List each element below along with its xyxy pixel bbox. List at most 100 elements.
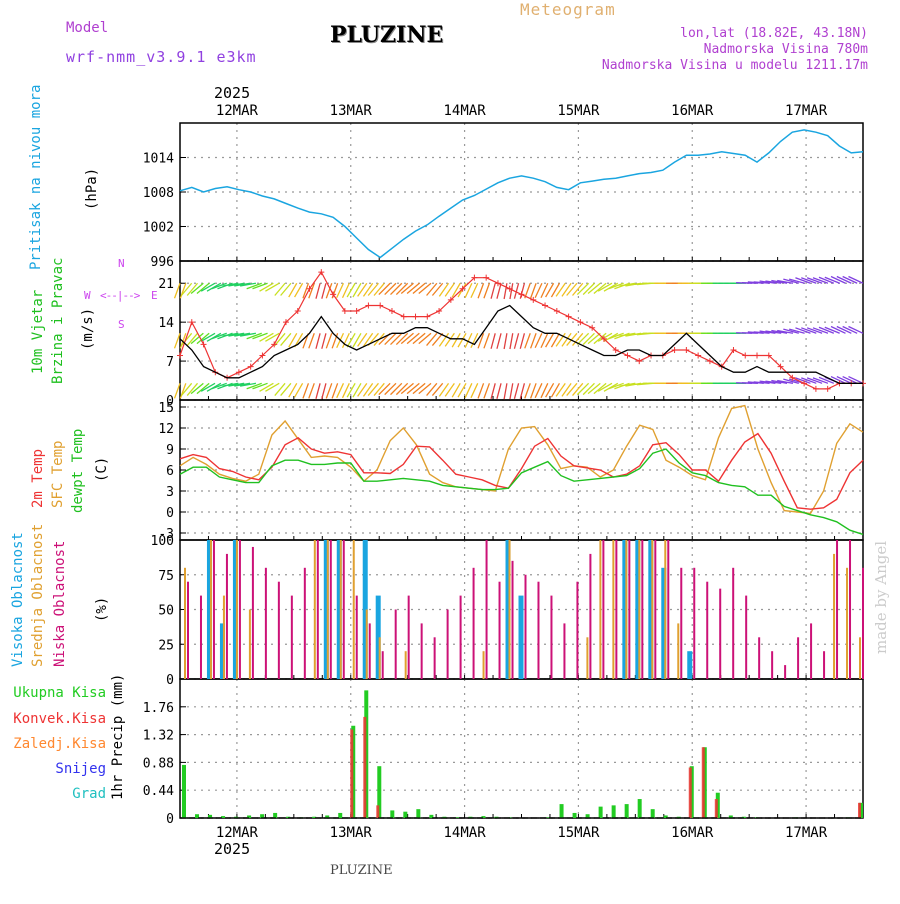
wind-gust-marker: [436, 308, 443, 315]
wind-arrow: [576, 282, 590, 296]
wind-arrow: [294, 282, 304, 298]
model-label: Model: [66, 20, 109, 36]
temp-unit: (C): [94, 456, 110, 482]
conv-precip-bar: [350, 729, 354, 818]
wind-arrow: [252, 332, 268, 340]
wind-arrow: [280, 332, 292, 346]
wind-arrow: [806, 377, 823, 384]
wind-arrow: [346, 332, 356, 348]
wind-arrow: [477, 283, 485, 299]
wind-arrow: [496, 333, 502, 349]
wind-arrow: [608, 382, 624, 390]
wind-arrow: [280, 382, 292, 396]
wind-arrow: [503, 283, 508, 300]
total-precip-bar: [234, 816, 239, 818]
wind-gust-marker: [306, 285, 313, 292]
wind-arrow: [406, 282, 420, 295]
low-cloud-bar: [498, 581, 501, 679]
year-top-label: 2025: [214, 84, 251, 102]
wind-arrow: [824, 326, 840, 334]
wind-arrow: [524, 383, 531, 399]
wind-arrow: [234, 282, 251, 287]
temp-legend-sfc: SFC Temp: [50, 440, 66, 508]
wind-arrow: [246, 282, 262, 290]
y-tick-label: 0.88: [143, 756, 174, 771]
low-cloud-bar: [329, 540, 332, 679]
low-cloud-bar: [810, 623, 813, 679]
y-tick-label: 50: [158, 604, 174, 619]
wind-arrow: [593, 282, 607, 295]
wind-arrow: [179, 283, 187, 299]
y-tick-label: 0.44: [143, 784, 174, 799]
wind-gust-marker: [471, 274, 478, 281]
y-tick-label: 15: [158, 401, 174, 416]
x-tick-label-bottom: 17MAR: [785, 825, 828, 841]
y-tick-label: 0: [166, 673, 174, 688]
total-precip-bar: [247, 815, 252, 818]
wind-gust-marker: [247, 363, 254, 370]
wind-arrow: [801, 377, 817, 384]
wind-arrow: [566, 382, 578, 396]
wind-arrow: [190, 282, 204, 295]
wind-arrow: [550, 382, 561, 398]
panel-temperature: -3 0 3 6 9 12 15: [158, 399, 864, 542]
model-elevation-label: Nadmorska Visina u modelu 1211.17m: [601, 58, 868, 73]
total-precip-bar: [312, 816, 317, 818]
wind-arrow: [395, 282, 409, 296]
low-cloud-bar: [758, 637, 761, 679]
wind-speed-line: [179, 304, 863, 384]
precip-legend-conv: Konvek.Kisa: [13, 711, 106, 727]
wind-arrow: [180, 282, 193, 296]
wind-arrow: [619, 382, 636, 387]
low-cloud-bar: [225, 553, 228, 679]
total-precip-bar: [572, 812, 577, 818]
wind-arrow: [765, 330, 782, 334]
wind-gust-marker: [377, 302, 384, 309]
x-tick-label-top: 15MAR: [557, 103, 600, 119]
total-precip-bar: [221, 816, 226, 818]
wind-arrow: [352, 382, 362, 398]
wind-arrow: [288, 332, 298, 348]
wind-arrow: [765, 280, 782, 284]
wind-arrow: [308, 383, 315, 399]
wind-arrow: [390, 382, 403, 396]
wind-arrow: [759, 280, 776, 284]
pressure-unit: (hPa): [84, 167, 100, 210]
wind-arrow: [530, 383, 537, 399]
wind-arrow: [597, 332, 613, 342]
wind-arrow: [524, 333, 531, 349]
wind-arrow: [619, 282, 636, 287]
low-cloud-bar: [394, 609, 397, 679]
precip-unit: 1hr Precip (mm): [110, 673, 126, 800]
low-cloud-bar: [446, 609, 449, 679]
wind-gust-marker: [624, 352, 631, 359]
total-precip-bar: [273, 812, 278, 818]
wind-gust-marker: [330, 291, 337, 298]
wind-arrow: [228, 282, 245, 287]
wind-arrow: [211, 382, 227, 390]
wind-gust-marker: [730, 346, 737, 353]
meteogram-label: Meteogram: [520, 0, 616, 19]
wind-arrow: [274, 282, 286, 296]
y-tick-label: 0: [166, 506, 174, 521]
wind-arrow: [566, 282, 578, 296]
high-cloud-bar: [206, 540, 212, 679]
wind-arrow: [848, 325, 864, 334]
wind-arrow: [582, 282, 595, 296]
wind-gust-marker: [518, 291, 525, 298]
wind-arrow: [325, 383, 333, 399]
wind-arrow: [509, 333, 514, 350]
y-tick-label: 996: [151, 255, 174, 270]
total-precip-bar: [442, 816, 447, 818]
low-cloud-bar: [511, 560, 514, 679]
wind-arrow: [400, 382, 414, 395]
low-cloud-bar: [771, 651, 774, 679]
low-cloud-bar: [238, 540, 241, 679]
wind-arrow: [378, 382, 391, 396]
total-precip-bar: [585, 814, 590, 818]
wind-arrow: [842, 325, 858, 334]
high-cloud-bar: [661, 567, 667, 679]
wind-gust-marker: [612, 346, 619, 353]
wind-arrow: [222, 282, 239, 287]
wind-gust-marker: [459, 285, 466, 292]
